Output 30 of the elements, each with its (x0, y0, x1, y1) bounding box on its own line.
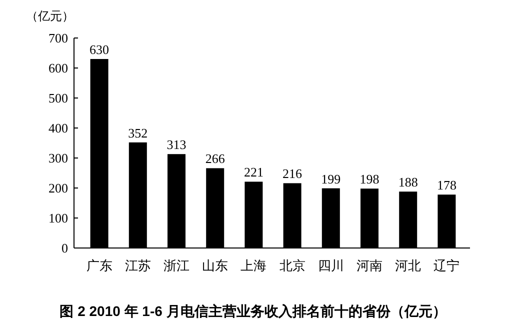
x-tick-label: 四川 (318, 258, 344, 273)
x-tick-label: 辽宁 (434, 258, 460, 273)
data-label: 221 (244, 164, 264, 180)
x-tick-label: 北京 (279, 258, 306, 273)
y-tick-label: 100 (48, 210, 68, 226)
data-label: 188 (398, 174, 418, 190)
x-tick-label: 山东 (202, 258, 228, 273)
y-tick-label: 0 (62, 240, 68, 256)
x-tick-label: 江苏 (124, 258, 151, 273)
data-label: 352 (128, 125, 148, 140)
y-tick-label: 400 (48, 120, 68, 136)
data-label: 216 (282, 166, 303, 182)
data-label: 199 (321, 171, 341, 186)
y-tick-label: 600 (48, 60, 68, 76)
x-tick-label: 河南 (356, 258, 382, 273)
y-tick-label: 700 (48, 30, 68, 46)
x-tick-label: 浙江 (164, 258, 190, 273)
data-label: 630 (90, 42, 110, 57)
y-axis-title: （亿元） (26, 9, 74, 23)
data-label: 178 (436, 178, 456, 193)
x-tick-label: 广东 (86, 258, 112, 273)
text: 图 2 2010 年 1-6 月电信主营业务收入排名前十的省份（亿元） (60, 303, 446, 319)
x-tick-label: 河北 (395, 258, 422, 273)
y-tick-label: 200 (48, 180, 68, 196)
y-tick-label: 500 (48, 90, 68, 106)
data-label: 198 (360, 172, 380, 187)
data-label: 313 (166, 137, 186, 152)
x-tick-label: 上海 (240, 258, 267, 273)
y-tick-label: 300 (48, 150, 68, 166)
data-label: 266 (205, 151, 226, 166)
